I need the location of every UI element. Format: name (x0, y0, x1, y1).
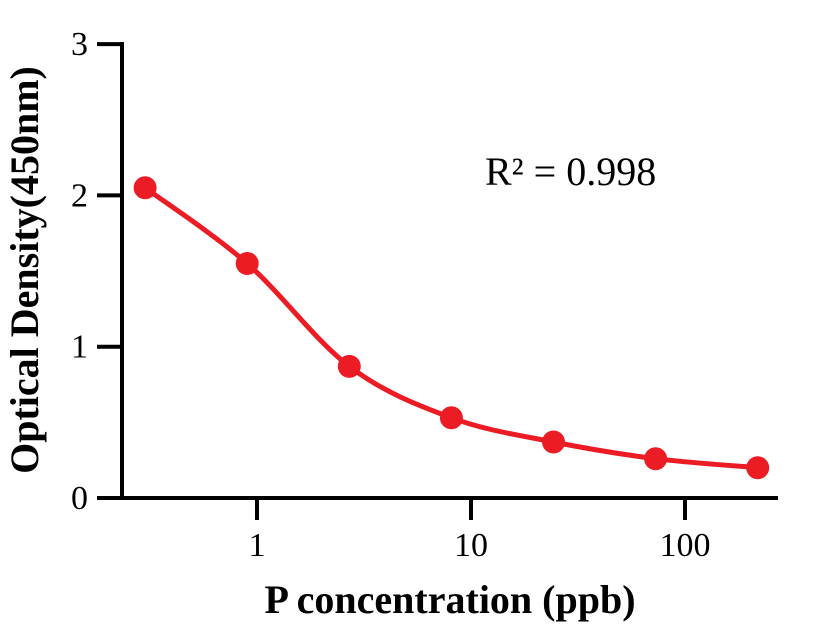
y-tick-label: 2 (71, 177, 88, 214)
x-tick-label: 100 (660, 527, 711, 564)
data-point-marker (337, 354, 361, 378)
axis-lines (120, 42, 778, 500)
x-tick-label: 1 (249, 527, 266, 564)
r-squared-annotation: R² = 0.998 (485, 149, 656, 194)
data-point-marker (235, 252, 259, 275)
y-axis-title: Optical Density(450nm) (2, 66, 47, 474)
data-point-marker (542, 430, 565, 454)
tick-labels: 1 10 100 0 1 2 3 (71, 26, 711, 564)
y-tick-label: 1 (71, 329, 88, 366)
x-axis-title: P concentration (ppb) (264, 577, 635, 622)
y-tick-label: 3 (71, 26, 88, 63)
data-point-marker (746, 456, 770, 480)
y-tick-label: 0 (71, 480, 88, 517)
x-tick-label: 10 (454, 527, 488, 564)
data-point-marker (133, 176, 157, 200)
tick-marks (97, 42, 687, 520)
data-point-marker (439, 406, 463, 430)
series-layer (133, 176, 770, 480)
data-point-marker (644, 447, 668, 471)
